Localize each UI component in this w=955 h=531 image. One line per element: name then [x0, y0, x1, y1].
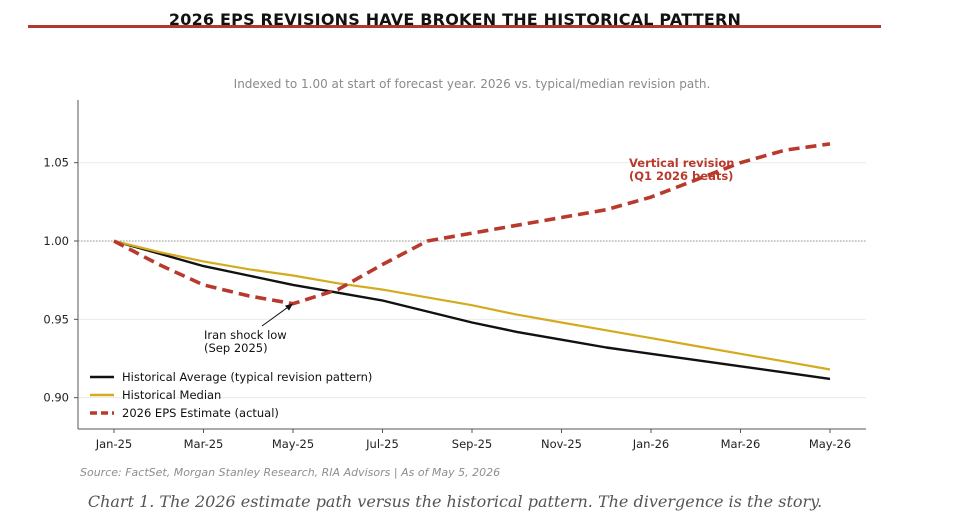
x-tick-label: Jan-26: [632, 437, 670, 451]
y-tick-label: 0.95: [43, 312, 69, 326]
series-line-1: [113, 239, 831, 381]
x-tick-label: Nov-25: [541, 437, 582, 451]
annotation-text: Iran shock low: [204, 328, 287, 342]
annotation-text-bold: (Q1 2026 beats): [629, 169, 733, 183]
annotation-arrow: [261, 305, 291, 327]
chart-caption: Chart 1. The 2026 estimate path versus t…: [87, 492, 823, 511]
annotation-arrowhead: [285, 303, 293, 311]
source-note: Source: FactSet, Morgan Stanley Research…: [80, 466, 501, 479]
y-tick-label: 1.05: [43, 156, 69, 170]
x-tick-label: Sep-25: [452, 437, 492, 451]
y-tick-label: 1.00: [43, 234, 69, 248]
series-line-2: [113, 239, 831, 371]
x-tick-label: Jan-25: [95, 437, 133, 451]
legend-label-1: Historical Average (typical revision pat…: [122, 370, 372, 384]
chart-title: 2026 EPS REVISIONS HAVE BROKEN THE HISTO…: [168, 10, 742, 29]
title-underline: [28, 25, 881, 28]
x-tick-label: Jul-25: [365, 437, 399, 451]
x-tick-label: May-26: [809, 437, 851, 451]
x-tick-label: Mar-26: [721, 437, 761, 451]
chart-subtitle: Indexed to 1.00 at start of forecast yea…: [233, 77, 711, 91]
legend-label-3: 2026 EPS Estimate (actual): [122, 406, 279, 420]
x-tick-label: May-25: [272, 437, 314, 451]
y-tick-label: 0.90: [43, 391, 69, 405]
annotation-text-bold: Vertical revision: [629, 156, 735, 170]
legend-label-2: Historical Median: [122, 388, 221, 402]
annotation-text: (Sep 2025): [204, 341, 268, 355]
series-line-3: [113, 142, 831, 306]
x-tick-label: Mar-25: [184, 437, 224, 451]
